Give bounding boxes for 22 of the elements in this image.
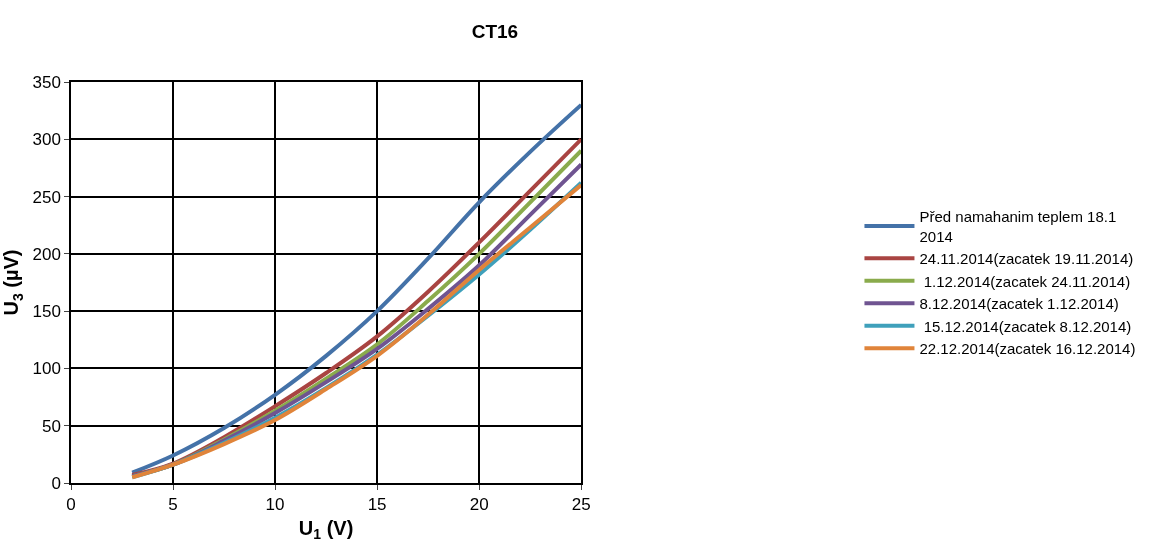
legend-label: Před namahanim teplem 18.1 2014: [919, 208, 1117, 245]
legend-label: 8.12.2014(zacatek 1.12.2014): [919, 295, 1119, 313]
legend-label: 15.12.2014(zacatek 8.12.2014): [919, 317, 1132, 335]
y-tick-label: 200: [32, 244, 61, 264]
y-tick-label: 350: [32, 72, 61, 92]
chart-title: CT16: [471, 20, 519, 42]
y-tick-label: 50: [41, 416, 61, 436]
x-tick-label: 20: [469, 495, 489, 515]
legend-label: 24.11.2014(zacatek 19.11.2014): [919, 250, 1134, 268]
x-tick-label: 10: [265, 495, 285, 515]
x-tick-label: 15: [367, 495, 387, 515]
y-tick-label: 250: [32, 187, 61, 207]
legend-label: 1.12.2014(zacatek 24.11.2014): [919, 272, 1131, 290]
y-tick-label: 150: [32, 302, 61, 322]
legend-label: 22.12.2014(zacatek 16.12.2014): [919, 340, 1136, 358]
y-tick-label: 100: [32, 359, 61, 379]
x-tick-label: 5: [168, 495, 178, 515]
x-tick-label: 25: [571, 495, 591, 515]
x-axis-title: U$_{1}$ (V): [298, 517, 354, 543]
y-tick-label: 300: [32, 130, 61, 150]
x-tick-label: 0: [66, 495, 76, 515]
y-tick-label: 0: [51, 473, 61, 493]
